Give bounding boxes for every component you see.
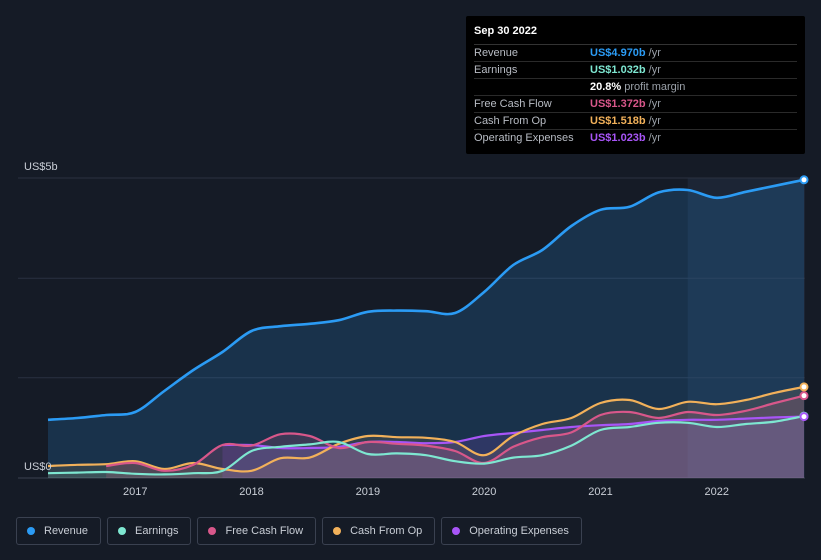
x-tick-label: 2021 — [588, 486, 612, 498]
legend-dot-icon — [333, 527, 342, 535]
series-area-cash-from-op — [48, 386, 804, 478]
x-tick-label: 2018 — [239, 486, 263, 498]
legend: Revenue Earnings Free Cash Flow Cash From O… — [16, 517, 582, 545]
series-line-cash-from-op — [47, 385, 805, 473]
series-area-revenue — [48, 179, 804, 479]
series-line-earnings — [47, 414, 805, 476]
series-endpoint-cash-from-op — [799, 382, 809, 392]
legend-dot-icon — [452, 527, 461, 535]
tooltip-row: Earnings US$1.032b/yr — [474, 62, 797, 79]
tooltip-row-label: Cash From Op — [474, 115, 547, 127]
tooltip-panel: Sep 30 2022 Revenue US$4.970b/yr Earnings U… — [466, 16, 805, 154]
series-line-free-cash-flow — [106, 394, 805, 472]
series-endpoint-operating-expenses — [799, 412, 809, 422]
tooltip-date: Sep 30 2022 — [474, 24, 797, 45]
tooltip-row-label: Free Cash Flow — [474, 98, 552, 110]
x-tick-label: 2017 — [123, 486, 147, 498]
legend-label: Cash From Op — [350, 525, 423, 537]
tooltip-row: Free Cash Flow US$1.372b/yr — [474, 96, 797, 113]
tooltip-row: Cash From Op US$1.518b/yr — [474, 113, 797, 130]
tooltip-row: 20.8% profit margin — [474, 79, 797, 96]
series-endpoint-free-cash-flow — [799, 391, 809, 401]
series-line-revenue — [47, 178, 805, 422]
tooltip-row-unit: /yr — [648, 115, 661, 127]
tooltip-row-unit: /yr — [648, 47, 661, 59]
tooltip-row: Revenue US$4.970b/yr — [474, 45, 797, 62]
series-endpoint-revenue — [799, 175, 809, 185]
tooltip-row: Operating Expenses US$1.023b/yr — [474, 130, 797, 146]
y-tick-label: US$5b — [24, 161, 58, 173]
legend-dot-icon — [118, 527, 127, 535]
legend-label: Earnings — [135, 525, 179, 537]
legend-item-earnings[interactable]: Earnings — [107, 517, 192, 545]
tooltip-row-value: US$1.372b — [590, 98, 646, 110]
legend-label: Operating Expenses — [469, 525, 569, 537]
tooltip-row-unit: /yr — [648, 98, 661, 110]
tooltip-row-label — [474, 79, 590, 95]
tooltip-row-unit: /yr — [648, 132, 661, 144]
tooltip-row-unit: profit margin — [624, 81, 686, 93]
tooltip-row-label: Operating Expenses — [474, 132, 574, 144]
legend-item-operating-expenses[interactable]: Operating Expenses — [441, 517, 582, 545]
y-tick-label: US$0 — [24, 461, 52, 473]
series-area-earnings — [48, 416, 804, 478]
legend-item-free-cash-flow[interactable]: Free Cash Flow — [197, 517, 317, 545]
legend-item-cash-from-op[interactable]: Cash From Op — [322, 517, 436, 545]
legend-item-revenue[interactable]: Revenue — [16, 517, 102, 545]
tooltip-row-value: 20.8% — [590, 81, 622, 93]
tooltip-row-label: Revenue — [474, 47, 519, 59]
legend-label: Free Cash Flow — [225, 525, 304, 537]
series-line-operating-expenses — [222, 415, 805, 450]
legend-label: Revenue — [44, 525, 89, 537]
legend-dot-icon — [27, 527, 35, 535]
tooltip-row-unit: /yr — [648, 64, 661, 76]
recent-period-highlight — [687, 178, 805, 478]
x-tick-label: 2022 — [705, 486, 729, 498]
tooltip-row-value: US$1.032b — [590, 64, 646, 76]
x-tick-label: 2019 — [356, 486, 380, 498]
x-tick-label: 2020 — [472, 486, 496, 498]
tooltip-row-value: US$1.518b — [590, 115, 646, 127]
tooltip-row-value: US$4.970b — [590, 47, 646, 59]
tooltip-row-label: Earnings — [474, 64, 518, 76]
tooltip-row-value: US$1.023b — [590, 132, 646, 144]
legend-dot-icon — [208, 527, 217, 535]
